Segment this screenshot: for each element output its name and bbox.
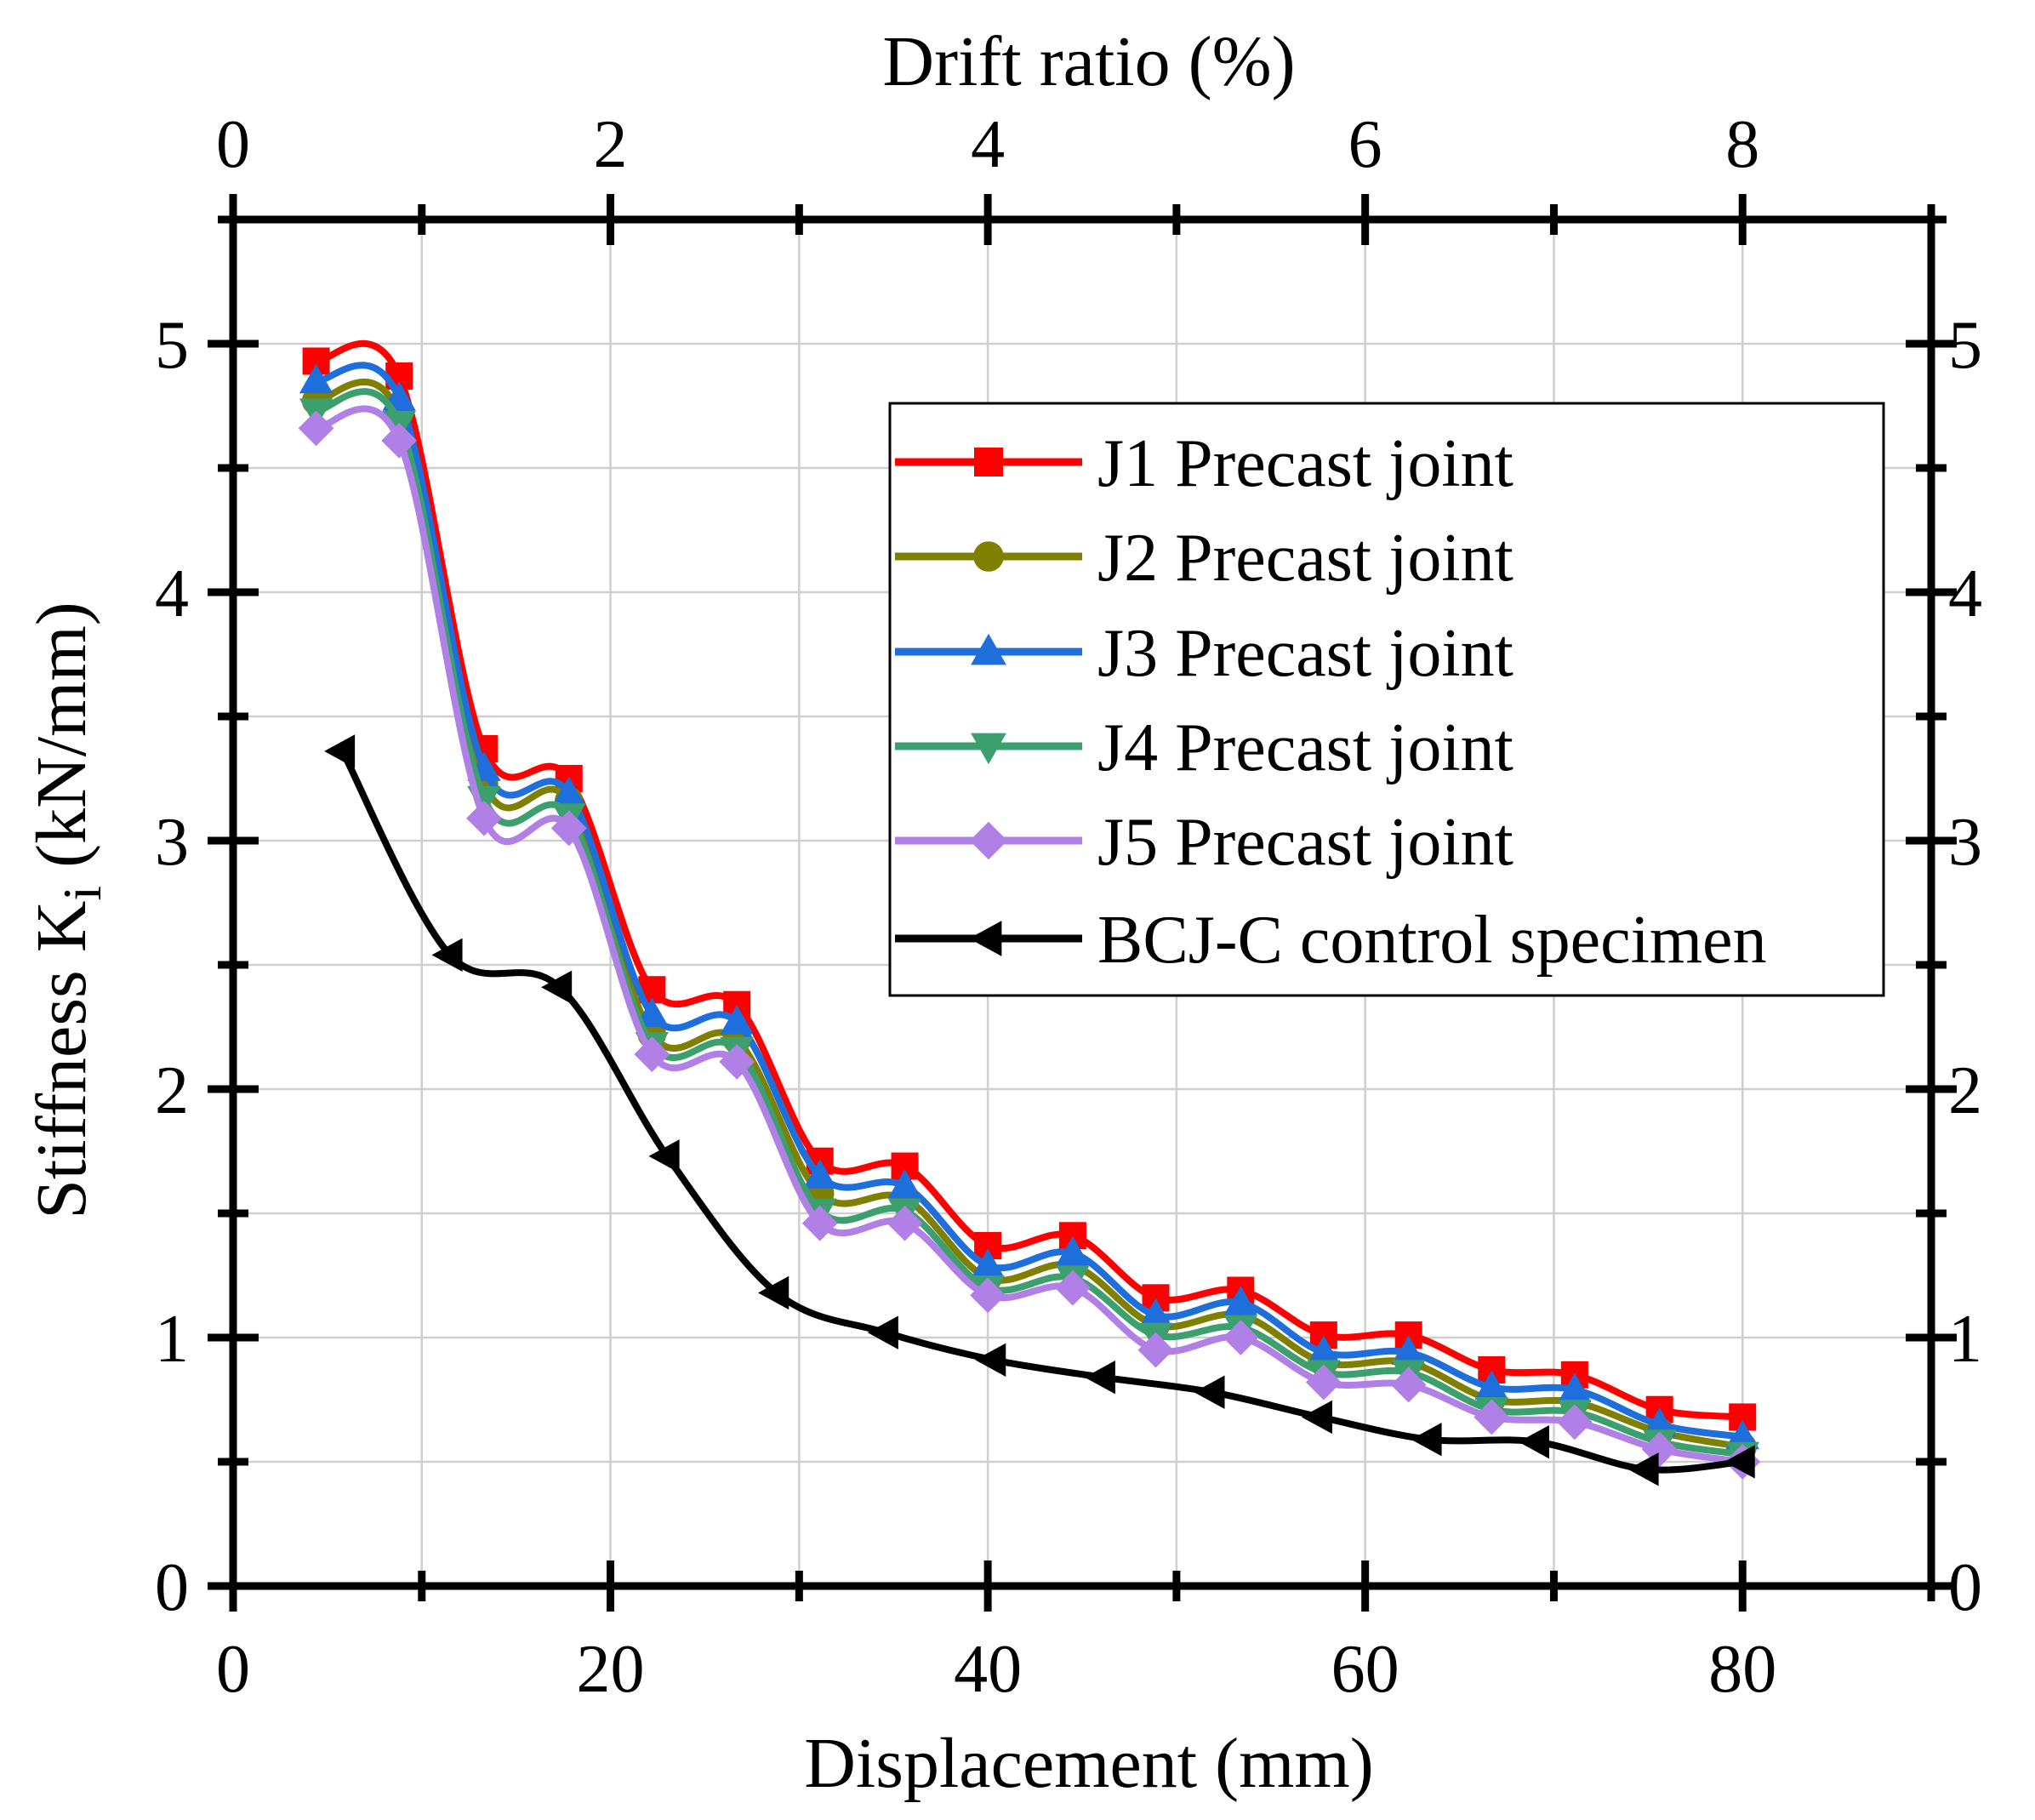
legend-item: J1 Precast joint	[895, 426, 1513, 501]
x-axis-title: Displacement (mm)	[804, 1724, 1373, 1803]
data-point	[1056, 1235, 1090, 1266]
data-point	[803, 1159, 837, 1189]
data-point	[720, 1005, 754, 1035]
y2-tick-label: 0	[1948, 1550, 1982, 1625]
data-point	[324, 734, 356, 768]
y2-tick-label: 3	[1948, 805, 1982, 880]
legend-marker	[974, 448, 1003, 476]
y-tick-label: 1	[155, 1302, 189, 1377]
data-point	[970, 1277, 1006, 1314]
legend-label: BCJ-C control specimen	[1097, 903, 1767, 978]
series-line	[312, 339, 1747, 1421]
data-point	[887, 1168, 922, 1199]
x-tick-label: 0	[216, 1632, 250, 1707]
x2-tick-label: 0	[216, 107, 250, 182]
legend-item: J2 Precast joint	[895, 521, 1513, 596]
data-point	[1084, 1361, 1115, 1395]
legend-item: J4 Precast joint	[895, 710, 1513, 785]
data-point	[299, 363, 333, 394]
y2-tick-label: 4	[1948, 556, 1982, 631]
series-3	[299, 362, 1759, 1450]
series-6	[324, 734, 1755, 1486]
data-point	[719, 1043, 755, 1080]
data-point	[466, 800, 502, 836]
data-point	[1305, 1364, 1342, 1401]
data-point	[1627, 1452, 1659, 1486]
legend-item: J5 Precast joint	[895, 805, 1513, 880]
legend-item: BCJ-C control specimen	[895, 903, 1767, 978]
data-point	[1390, 1366, 1427, 1403]
data-point	[1518, 1424, 1549, 1459]
y-tick-label: 0	[155, 1550, 189, 1625]
series-curves	[298, 339, 1761, 1486]
data-point	[1054, 1269, 1091, 1306]
data-point	[801, 1205, 838, 1241]
data-point	[541, 970, 573, 1004]
legend-marker	[969, 821, 1008, 860]
data-point	[1194, 1375, 1225, 1409]
x2-tick-label: 8	[1725, 107, 1759, 182]
data-point	[381, 422, 418, 459]
x2-tick-label: 6	[1348, 107, 1382, 182]
y-tick-label: 4	[155, 556, 189, 631]
y-tick-label: 2	[155, 1053, 189, 1128]
x-tick-label: 20	[577, 1632, 645, 1707]
y2-tick-label: 1	[1948, 1302, 1982, 1377]
data-point	[1724, 1445, 1755, 1479]
y-axis-title: Stiffness Ki (kN/mm)	[22, 602, 112, 1219]
x-tick-label: 80	[1708, 1632, 1776, 1707]
legend-label: J2 Precast joint	[1097, 521, 1513, 596]
data-point	[758, 1275, 789, 1310]
plot-frame	[229, 215, 1935, 1590]
plot-border	[229, 215, 1935, 1590]
x2-axis-title: Drift ratio (%)	[882, 22, 1295, 101]
legend-marker	[971, 733, 1006, 765]
legend: J1 Precast joint J2 Precast joint J3 Preca…	[888, 402, 1885, 997]
legend-label: J3 Precast joint	[1097, 616, 1513, 691]
y-tick-label: 3	[155, 805, 189, 880]
data-point	[1223, 1286, 1258, 1315]
x-tick-label: 40	[954, 1632, 1022, 1707]
legend-label: J5 Precast joint	[1097, 805, 1513, 880]
y2-tick-label: 5	[1948, 308, 1982, 383]
data-point	[298, 410, 334, 447]
data-point	[1223, 1320, 1259, 1355]
y-axis-title-main: Stiffness K	[22, 901, 101, 1219]
legend-box	[888, 402, 1885, 997]
data-point	[886, 1205, 923, 1241]
legend-items: J1 Precast joint J2 Precast joint J3 Preca…	[895, 426, 1767, 978]
data-point	[1474, 1399, 1510, 1435]
y2-tick-label: 2	[1948, 1053, 1982, 1128]
legend-label: J1 Precast joint	[1097, 426, 1513, 501]
data-point	[1301, 1400, 1332, 1435]
y-axis-title-unit: (kN/mm)	[22, 602, 101, 886]
data-point	[1556, 1404, 1593, 1441]
legend-item: J3 Precast joint	[895, 616, 1513, 691]
data-point	[550, 810, 587, 847]
x-tick-label: 60	[1331, 1632, 1399, 1707]
legend-marker	[971, 633, 1006, 665]
axis-ticks	[208, 194, 1957, 1612]
x2-tick-label: 4	[971, 107, 1005, 182]
x2-tick-label: 2	[594, 107, 628, 182]
data-point	[975, 1343, 1006, 1377]
data-point	[431, 938, 463, 973]
legend-label: J4 Precast joint	[1097, 710, 1513, 785]
series-line	[312, 362, 1747, 1441]
data-point	[648, 1139, 680, 1173]
legend-marker	[969, 921, 1002, 956]
tick-labels: 0 20 40 60 800 2 4 6 80 01 12 23 34 45 5	[155, 107, 1982, 1707]
series-5	[298, 405, 1761, 1480]
data-point	[634, 1036, 670, 1073]
y-tick-label: 5	[155, 308, 189, 383]
y-axis-title-subscript: i	[52, 886, 112, 901]
legend-marker	[973, 541, 1004, 572]
data-point	[1137, 1332, 1174, 1368]
data-point	[867, 1315, 898, 1349]
data-point	[635, 997, 670, 1027]
data-point	[1411, 1423, 1442, 1457]
